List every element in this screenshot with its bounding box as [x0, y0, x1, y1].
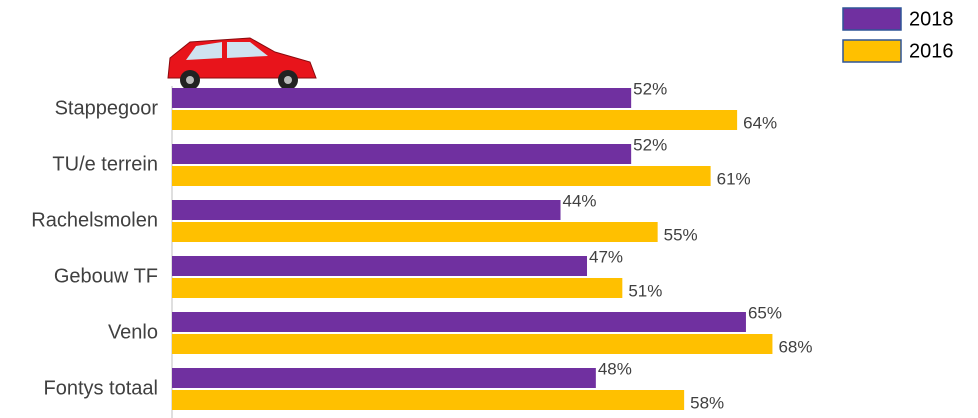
value-label: 64%: [743, 113, 777, 132]
value-label: 44%: [563, 191, 597, 210]
bar: [172, 88, 632, 108]
value-label: 58%: [690, 393, 724, 412]
car-icon: [167, 37, 317, 90]
bar: [172, 222, 658, 242]
value-label: 65%: [748, 303, 782, 322]
bar: [172, 200, 561, 220]
category-label: TU/e terrein: [52, 153, 158, 175]
value-label: 61%: [717, 169, 751, 188]
category-label: Fontys totaal: [43, 377, 158, 399]
value-label: 68%: [778, 337, 812, 356]
bar: [172, 166, 711, 186]
value-label: 51%: [628, 281, 662, 300]
value-label: 48%: [598, 359, 632, 378]
legend-label: 2016: [909, 40, 954, 62]
bar: [172, 390, 685, 410]
category-label: Venlo: [108, 321, 158, 343]
bar: [172, 312, 746, 332]
category-label: Rachelsmolen: [31, 209, 158, 231]
bar: [172, 278, 623, 298]
bar: [172, 144, 632, 164]
bar: [172, 256, 588, 276]
value-label: 47%: [589, 247, 623, 266]
legend-swatch: [842, 7, 902, 31]
legend-label: 2018: [909, 8, 954, 30]
value-label: 55%: [664, 225, 698, 244]
value-label: 52%: [633, 135, 667, 154]
category-label: Stappegoor: [55, 97, 159, 119]
bar: [172, 368, 596, 388]
bar: [172, 110, 738, 130]
value-label: 52%: [633, 79, 667, 98]
bar: [172, 334, 773, 354]
legend-swatch: [842, 39, 902, 63]
category-label: Gebouw TF: [54, 265, 158, 287]
